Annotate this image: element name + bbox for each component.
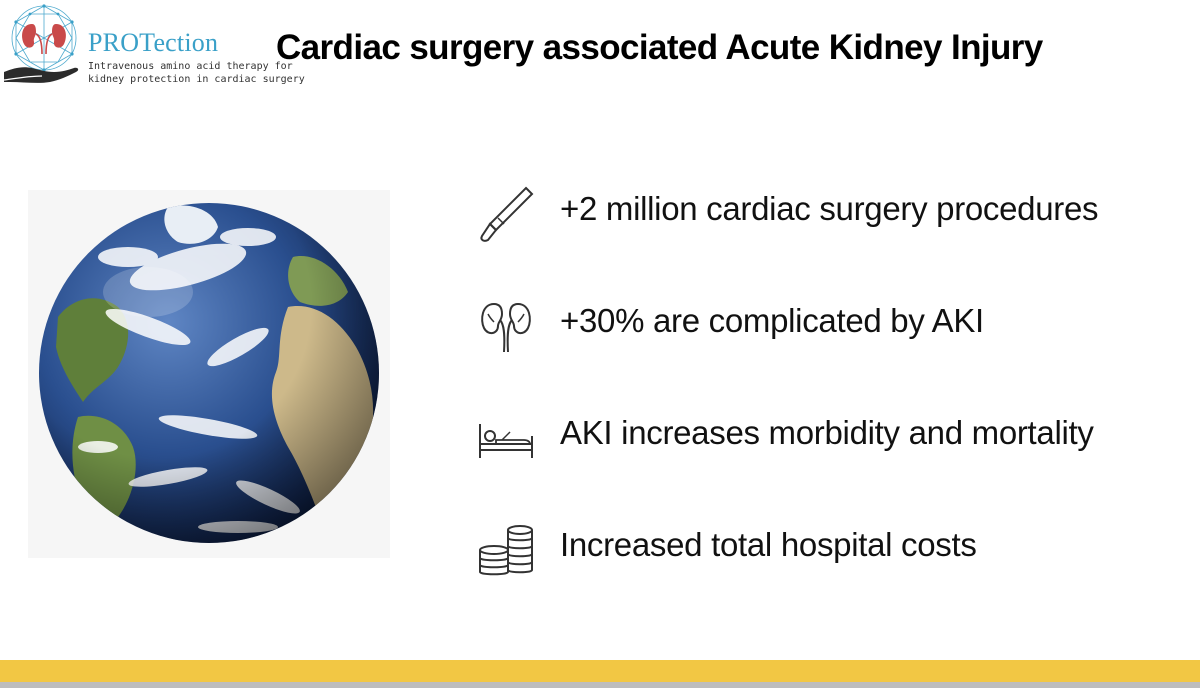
bullet-text: +30% are complicated by AKI: [560, 302, 984, 339]
kidneys-icon: [481, 302, 531, 353]
bullet-text: AKI increases morbidity and mortality: [560, 414, 1094, 451]
bullet-item-costs: Increased total hospital costs: [470, 514, 1190, 584]
logo-tagline-line2: kidney protection in cardiac surgery: [88, 74, 305, 85]
bullet-item-morbidity: AKI increases morbidity and mortality: [470, 402, 1190, 472]
logo-hand: [4, 67, 79, 83]
bullet-item-aki-rate: +30% are complicated by AKI: [470, 290, 1190, 360]
footer-grey-bar: [0, 682, 1200, 688]
logo-kidney-left: [22, 24, 36, 48]
bullet-text: +2 million cardiac surgery procedures: [560, 190, 1099, 227]
logo-kidney-right: [52, 24, 66, 48]
logo-tagline-line1: Intravenous amino acid therapy for: [88, 61, 293, 72]
coin-stacks-icon: [479, 525, 533, 576]
logo-tagline: Intravenous amino acid therapy for kidne…: [88, 60, 305, 86]
bullet-text: Increased total hospital costs: [560, 526, 977, 563]
bullet-item-procedures: +2 million cardiac surgery procedures: [470, 178, 1190, 248]
footer-accent-bar: [0, 660, 1200, 682]
protection-logo: PROTection Intravenous amino acid therap…: [0, 0, 305, 92]
protection-logo-mark-icon: [3, 4, 79, 83]
earth-globe-image: [28, 190, 390, 558]
logo-brand-name: PROTection: [88, 28, 219, 57]
slide-title: Cardiac surgery associated Acute Kidney …: [276, 28, 1043, 67]
scalpel-icon: [480, 186, 534, 242]
earth-globe-icon: [39, 203, 379, 543]
hospital-bed-icon: [479, 424, 533, 458]
